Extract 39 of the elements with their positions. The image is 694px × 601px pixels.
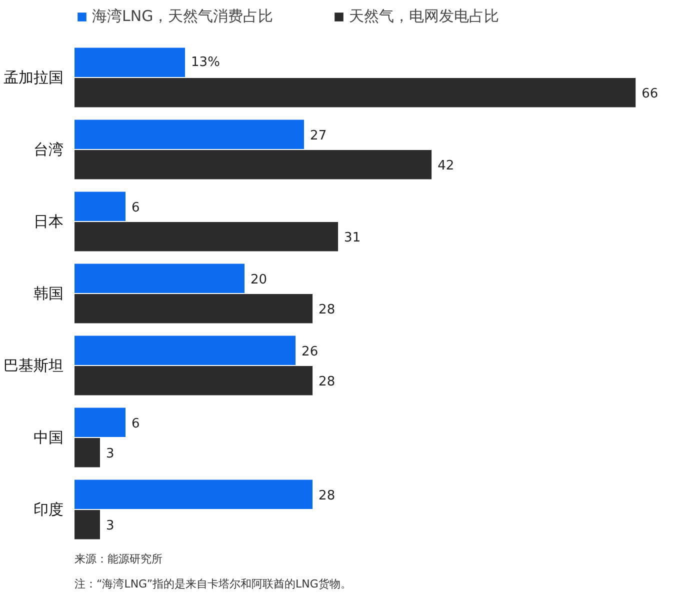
bar <box>74 480 313 510</box>
y-tick-label: 韩国 <box>34 284 64 302</box>
data-label: 13% <box>191 54 220 70</box>
bar <box>74 120 304 150</box>
y-tick-label: 印度 <box>34 500 64 518</box>
bar <box>74 366 313 396</box>
legend-label: 天然气，电网发电占比 <box>349 7 500 26</box>
bar <box>74 408 126 438</box>
data-label: 42 <box>438 158 454 174</box>
bar <box>74 150 432 180</box>
legend-label: 海湾LNG，天然气消费占比 <box>92 7 274 26</box>
bar <box>74 48 186 78</box>
bar <box>74 294 313 324</box>
data-label: 6 <box>132 200 140 216</box>
data-label: 27 <box>310 128 327 144</box>
source-note: 来源：能源研究所 <box>74 552 162 566</box>
data-label: 20 <box>250 272 268 288</box>
data-label: 31 <box>344 230 361 246</box>
bar <box>74 510 100 540</box>
bar <box>74 438 100 468</box>
bar <box>74 264 245 294</box>
y-tick-label: 台湾 <box>34 140 64 158</box>
y-tick-label: 中国 <box>34 428 64 446</box>
bar <box>74 336 296 366</box>
data-label: 26 <box>302 344 318 360</box>
data-label: 28 <box>318 488 336 504</box>
text: 注：“海湾LNG”指的是来自卡塔尔和阿联酋的LNG货物。 <box>74 578 352 590</box>
y-tick-label: 巴基斯坦 <box>4 356 64 374</box>
bar <box>74 192 126 222</box>
data-label: 66 <box>642 86 658 102</box>
data-label: 3 <box>106 446 114 462</box>
data-label: 3 <box>106 518 114 534</box>
data-label: 28 <box>318 374 336 390</box>
y-tick-label: 日本 <box>34 212 64 230</box>
y-tick-label: 孟加拉国 <box>4 68 64 86</box>
data-label: 6 <box>132 416 140 432</box>
bar <box>74 78 636 108</box>
bar <box>74 222 338 252</box>
data-label: 28 <box>318 302 336 318</box>
